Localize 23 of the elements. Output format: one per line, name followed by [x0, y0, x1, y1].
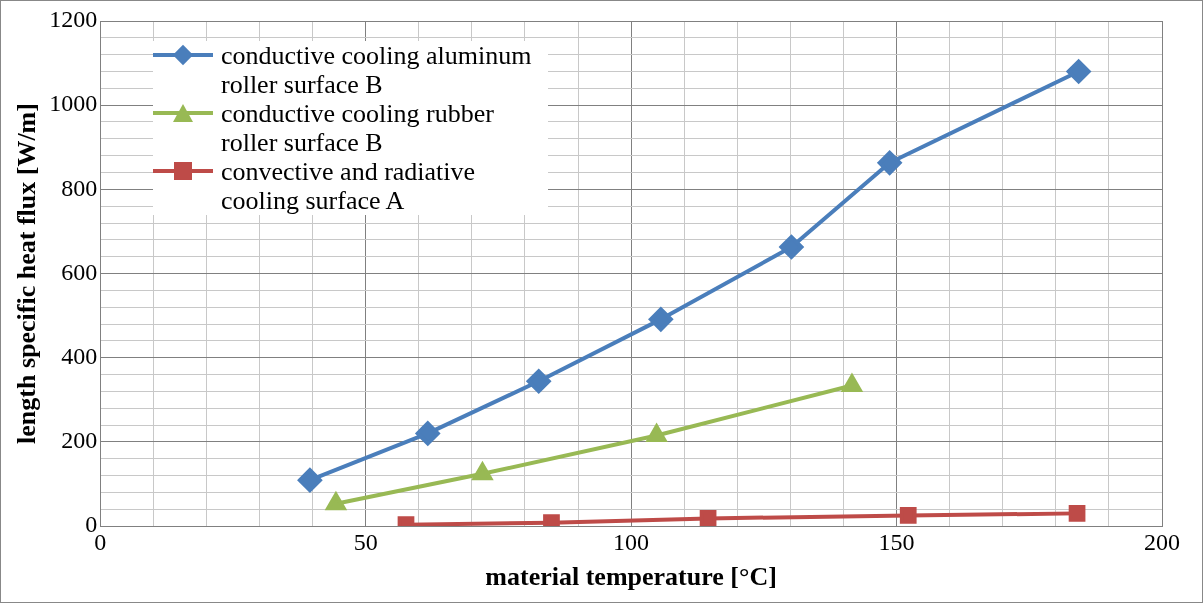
y-tick-label: 1000: [49, 90, 98, 117]
y-tick-label: 400: [61, 342, 98, 369]
y-tick-label: 1200: [49, 6, 98, 33]
y-tick-label: 800: [61, 174, 98, 201]
x-tick-label: 100: [613, 528, 650, 555]
point: [877, 150, 902, 175]
y-tick-label: 600: [61, 258, 98, 285]
x-tick-label: 150: [878, 528, 915, 555]
point: [415, 421, 440, 446]
legend-label: convective and radiative cooling surface A: [221, 157, 477, 215]
point: [699, 510, 717, 526]
x-tick-label: 50: [353, 528, 378, 555]
x-tick-label: 200: [1144, 528, 1180, 555]
point: [899, 507, 917, 524]
point: [1068, 505, 1086, 522]
point: [648, 307, 673, 332]
y-axis-title: length specific heat flux [W/m]: [12, 103, 42, 444]
x-axis-title: material temperature [°C]: [485, 562, 777, 592]
point: [1066, 59, 1091, 84]
point: [779, 234, 804, 259]
y-tick-label: 200: [61, 427, 98, 454]
point: [297, 468, 322, 493]
point: [526, 369, 551, 394]
